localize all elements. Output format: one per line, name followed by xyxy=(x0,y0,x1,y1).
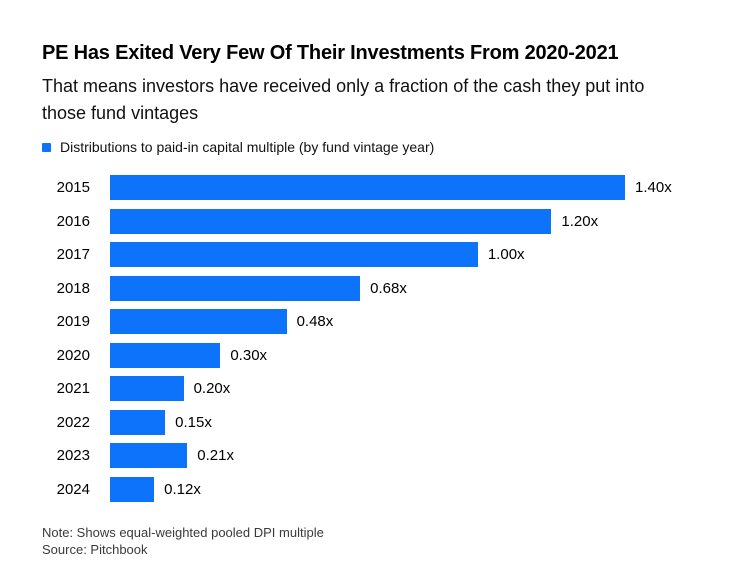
category-label: 2023 xyxy=(56,447,90,464)
bar-track: 1.00x xyxy=(110,242,690,267)
category-label: 2020 xyxy=(56,346,90,364)
bar-track: 1.40x xyxy=(110,175,690,200)
bar xyxy=(110,242,478,267)
chart-footer: Note: Shows equal-weighted pooled DPI mu… xyxy=(42,524,690,558)
category-label: 2017 xyxy=(56,246,90,263)
value-label: 0.12x xyxy=(164,480,201,498)
value-label: 0.20x xyxy=(193,380,231,397)
chart-row: 2018 0.68x xyxy=(42,275,690,301)
bar-track: 1.20x xyxy=(110,208,690,234)
note-text: Note: Shows equal-weighted pooled DPI mu… xyxy=(42,524,324,540)
chart-row: 2015 1.40x xyxy=(42,175,690,200)
bar xyxy=(110,376,184,401)
chart-row: 2024 0.12x xyxy=(42,476,690,502)
bar xyxy=(110,309,287,334)
value-label: 0.68x xyxy=(370,279,407,297)
chart-row: 2022 0.15x xyxy=(42,409,690,435)
bar xyxy=(110,409,166,435)
bar-track: 0.21x xyxy=(110,443,690,468)
value-label: 1.40x xyxy=(635,179,672,196)
bar-track: 0.12x xyxy=(110,476,690,502)
category-label: 2019 xyxy=(56,313,90,330)
bar xyxy=(110,476,155,502)
chart-row: 2017 1.00x xyxy=(42,242,690,267)
bar-chart: 2015 1.40x 2016 1.20x 2017 1.00x 2018 0.68x 2019… xyxy=(42,175,690,502)
bar xyxy=(110,443,188,468)
bar-track: 0.68x xyxy=(110,275,690,301)
legend: Distributions to paid-in capital multipl… xyxy=(42,139,690,155)
bar xyxy=(110,342,221,368)
bar-track: 0.30x xyxy=(110,342,690,368)
chart-row: 2021 0.20x xyxy=(42,376,690,401)
bar-track: 0.15x xyxy=(110,409,690,435)
page-title: PE Has Exited Very Few Of Their Investme… xyxy=(42,42,619,64)
category-label: 2021 xyxy=(56,380,90,397)
category-label: 2022 xyxy=(56,413,90,431)
value-label: 0.15x xyxy=(175,413,212,431)
category-label: 2018 xyxy=(56,279,90,297)
bar-track: 0.48x xyxy=(110,309,690,334)
category-label: 2024 xyxy=(56,480,90,498)
legend-label: Distributions to paid-in capital multipl… xyxy=(60,139,435,155)
chart-row: 2016 1.20x xyxy=(42,208,690,234)
chart-row: 2019 0.48x xyxy=(42,309,690,334)
chart-row: 2020 0.30x xyxy=(42,342,690,368)
value-label: 0.30x xyxy=(230,346,268,364)
category-label: 2016 xyxy=(56,212,90,230)
legend-marker-icon xyxy=(42,142,51,152)
bar-track: 0.20x xyxy=(110,376,690,401)
value-label: 1.20x xyxy=(561,212,599,230)
category-label: 2015 xyxy=(56,179,90,196)
chart-row: 2023 0.21x xyxy=(42,443,690,468)
source-text: Source: Pitchbook xyxy=(42,541,148,557)
bar xyxy=(110,175,625,200)
value-label: 1.00x xyxy=(487,246,525,263)
page-subtitle: That means investors have received only … xyxy=(42,76,645,123)
value-label: 0.48x xyxy=(296,313,334,330)
bar xyxy=(110,208,552,234)
bar xyxy=(110,275,361,301)
value-label: 0.21x xyxy=(197,447,234,464)
